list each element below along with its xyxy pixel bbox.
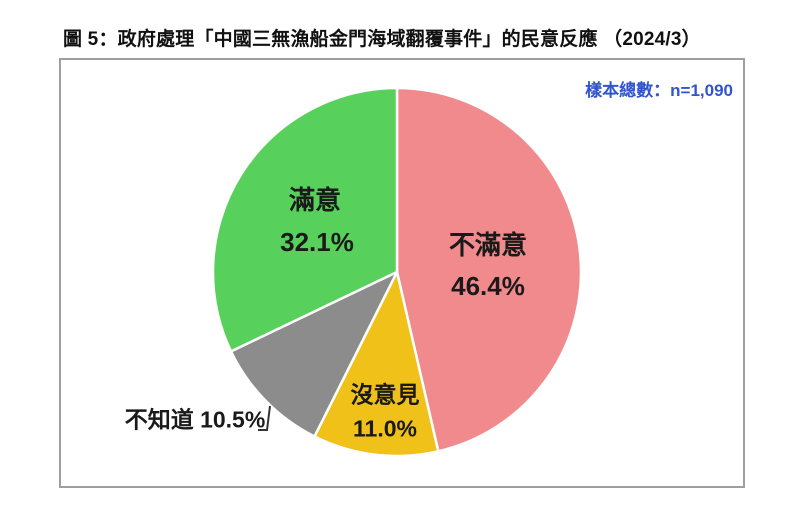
chart-box: 樣本總數：n=1,090 滿意 32.1% 不滿意 46.4% 沒意見 11.0… bbox=[59, 58, 745, 488]
pie-slice-1 bbox=[313, 270, 440, 458]
pie-slice-3 bbox=[211, 86, 399, 353]
slice-label-dissatisfied: 不滿意 bbox=[448, 230, 528, 260]
pie-slice-2 bbox=[229, 270, 399, 438]
dont-know-name: 不知道 bbox=[124, 406, 194, 433]
slice-label-dont-know: 不知道 10.5% bbox=[124, 406, 266, 433]
figure-title: 圖 5：政府處理「中國三無漁船金門海域翻覆事件」的民意反應 （2024/3） bbox=[63, 29, 701, 50]
dont-know-leader-line bbox=[258, 405, 271, 431]
slice-value-no-opinion: 11.0% bbox=[353, 415, 417, 442]
slice-label-no-opinion: 沒意見 bbox=[350, 381, 420, 408]
pie-slice-0 bbox=[395, 86, 583, 453]
pie-chart bbox=[211, 86, 583, 458]
slice-value-dissatisfied: 46.4% bbox=[451, 271, 525, 301]
slice-value-satisfied: 32.1% bbox=[280, 227, 354, 257]
dont-know-value: 10.5% bbox=[200, 406, 266, 433]
pie-slices bbox=[211, 86, 583, 458]
slice-label-satisfied: 滿意 bbox=[288, 185, 342, 215]
sample-size-note: 樣本總數：n=1,090 bbox=[585, 81, 733, 100]
